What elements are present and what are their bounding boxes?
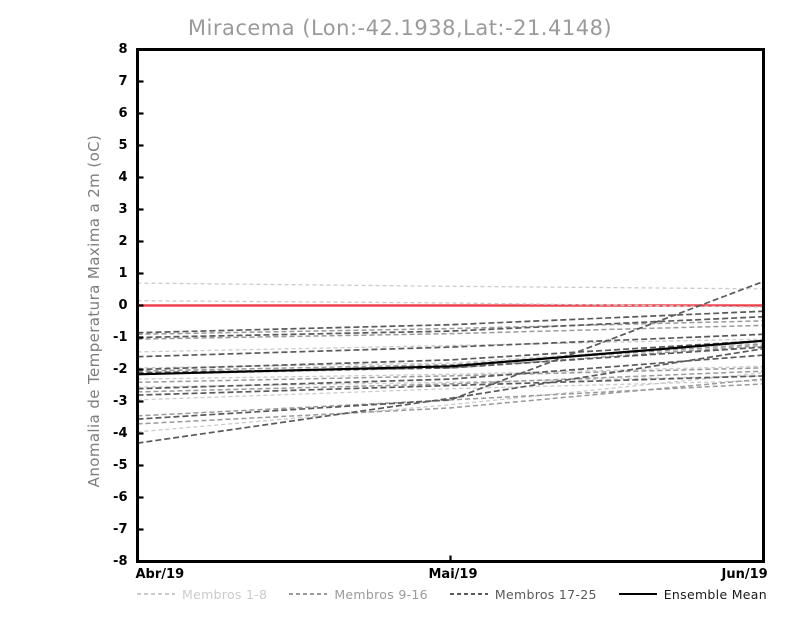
series-line (137, 375, 764, 388)
series-line (137, 324, 764, 340)
legend-label: Membros 1-8 (182, 586, 268, 602)
y-tick-label: 0 (118, 297, 128, 313)
y-tick-label: 6 (118, 105, 128, 121)
series-line (137, 375, 764, 396)
y-axis-ticks (136, 48, 765, 563)
y-tick-label: -5 (113, 457, 128, 473)
legend-label: Membros 9-16 (334, 586, 428, 602)
series-line (137, 380, 764, 401)
y-tick-label: 4 (118, 169, 128, 185)
series-line (137, 315, 764, 339)
y-tick-label: 8 (118, 41, 128, 57)
legend-swatch-line-icon (137, 593, 175, 595)
y-tick-label: 5 (118, 137, 128, 153)
legend-item[interactable]: Ensemble Mean (618, 586, 767, 602)
series-line (137, 383, 764, 417)
series-line (137, 300, 764, 308)
series-line (137, 282, 764, 290)
series-line (137, 338, 764, 353)
y-tick-label: -7 (113, 521, 128, 537)
chart-legend: Membros 1-8 Membros 9-16 Membros 17-25 Ense… (137, 584, 767, 604)
x-tick-label: Abr/19 (135, 566, 185, 582)
y-tick-label: -1 (113, 329, 128, 345)
y-tick-label: 2 (118, 233, 128, 249)
legend-item[interactable]: Membros 9-16 (289, 587, 428, 602)
x-tick-label: Mai/19 (428, 566, 478, 582)
x-tick-label: Jun/19 (721, 566, 768, 582)
series-line (137, 339, 764, 376)
series-line (137, 347, 764, 444)
series-line (137, 310, 764, 334)
legend-swatch-line-icon (449, 593, 488, 595)
y-tick-label: 7 (118, 73, 128, 89)
series-line (137, 365, 764, 380)
chart-title: Miracema (Lon:-42.1938,Lat:-21.4148) (187, 16, 613, 40)
y-tick-label: -2 (113, 361, 128, 377)
series-line (137, 320, 764, 336)
y-tick-label: -6 (113, 489, 128, 505)
series-line (137, 280, 764, 420)
series-line (137, 372, 764, 433)
y-tick-label: -3 (113, 393, 128, 409)
series-line (137, 333, 764, 358)
y-tick-label: 3 (118, 201, 128, 217)
legend-label: Ensemble Mean (663, 586, 767, 602)
series-line (137, 339, 764, 371)
y-tick-label: -4 (113, 425, 128, 441)
y-tick-label: -8 (113, 553, 128, 569)
legend-swatch-line-icon (289, 593, 328, 595)
legend-swatch-line-icon (618, 592, 657, 596)
series-line (137, 370, 764, 393)
legend-item[interactable]: Membros 17-25 (449, 586, 597, 602)
legend-label: Membros 17-25 (494, 586, 597, 602)
series-line (137, 354, 764, 390)
series-line (137, 378, 764, 425)
series-line (137, 343, 764, 372)
legend-item[interactable]: Membros 1-8 (137, 587, 267, 602)
y-tick-label: 1 (118, 265, 128, 281)
series-line (137, 367, 764, 384)
